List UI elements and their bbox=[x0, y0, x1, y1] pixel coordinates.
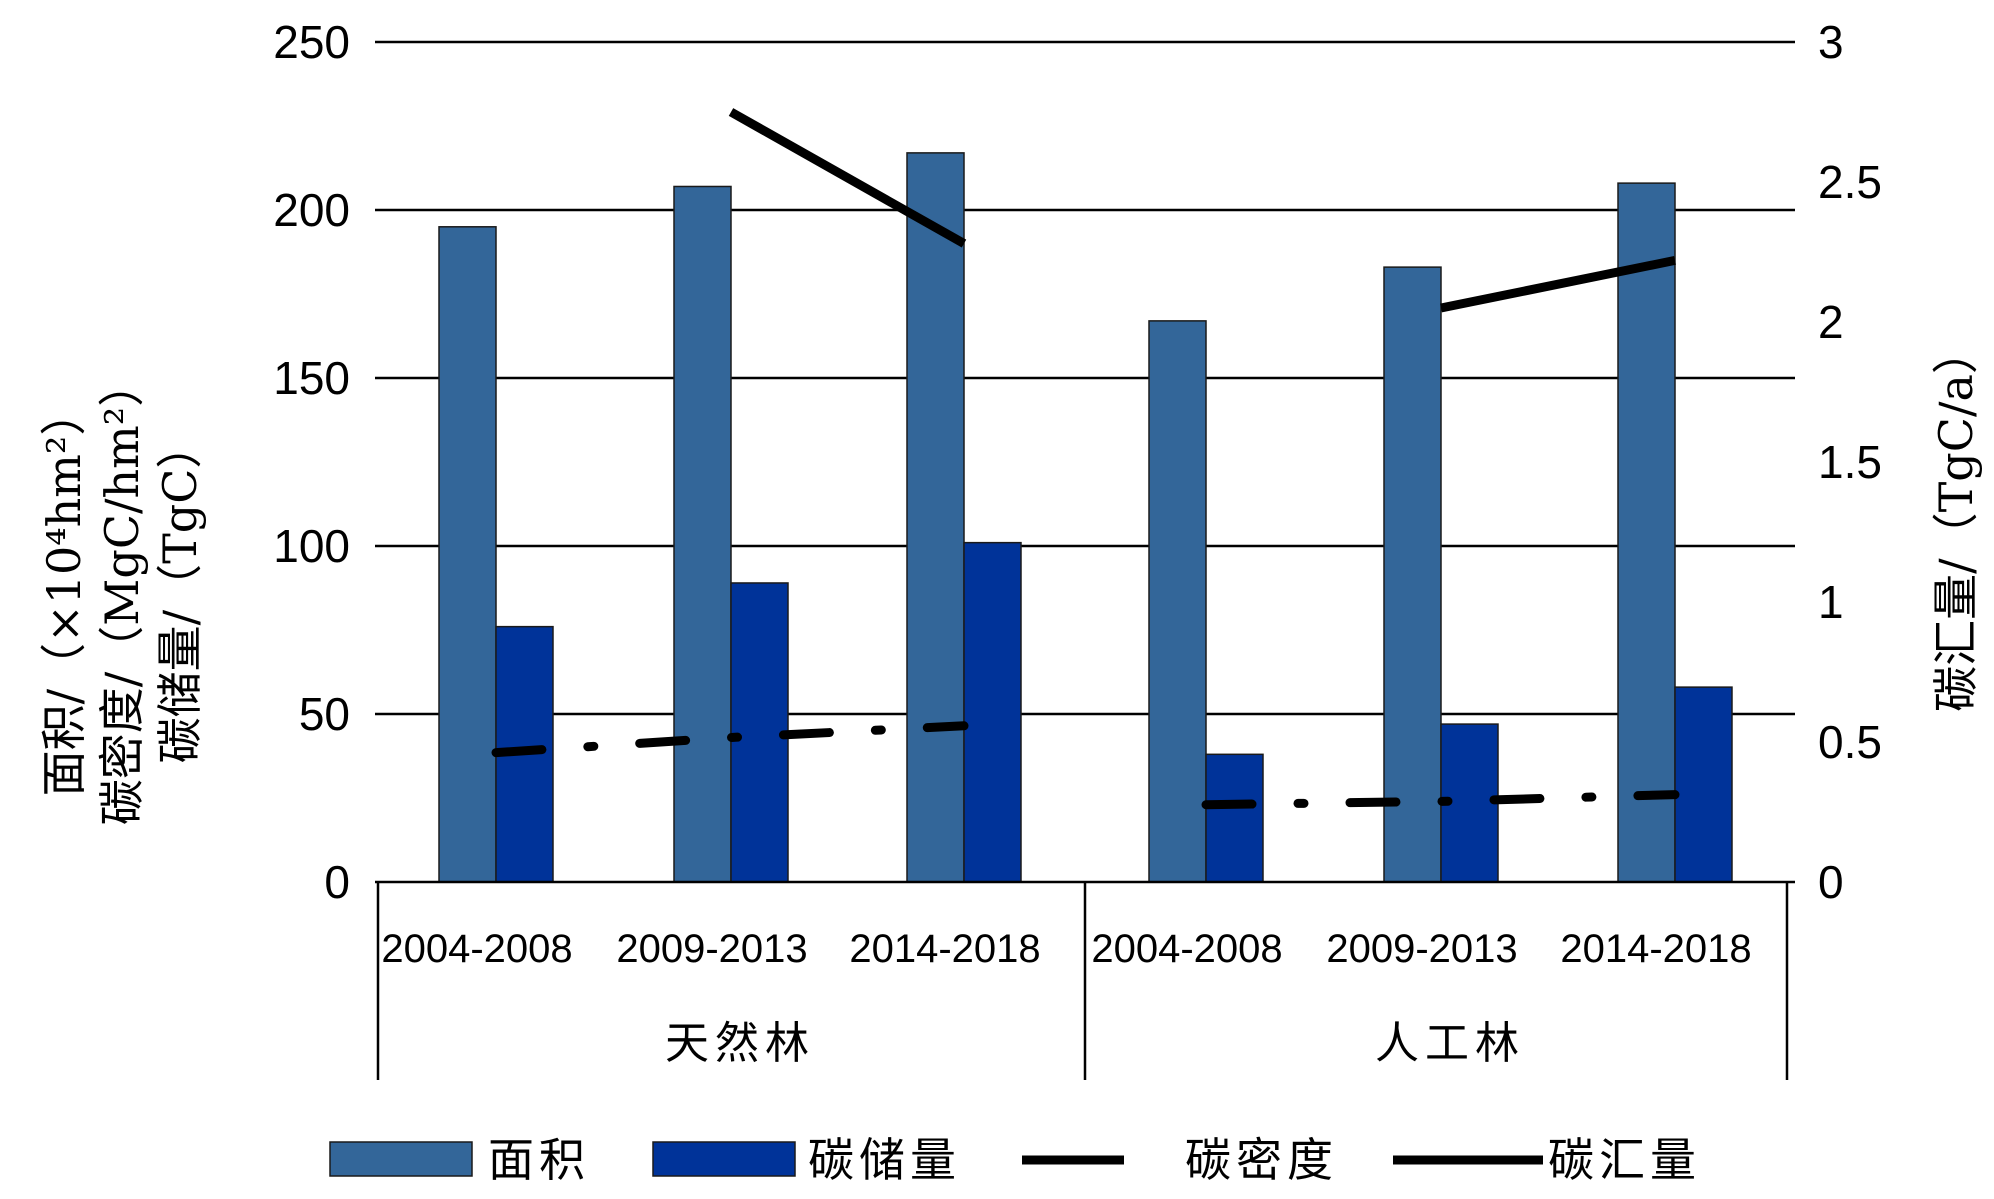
category-label: 2014-2018 bbox=[1560, 927, 1751, 971]
legend-swatch bbox=[652, 1141, 796, 1177]
right-tick-label: 0.5 bbox=[1818, 716, 1882, 768]
left-axis-title-line-2: 碳密度/（MgC/hm²） bbox=[95, 361, 149, 825]
bar-area bbox=[1617, 182, 1676, 883]
left-tick-label: 0 bbox=[324, 856, 350, 908]
right-tick-label: 2 bbox=[1818, 296, 1844, 348]
carbon-density-line bbox=[1201, 790, 1680, 810]
bars bbox=[438, 152, 1733, 883]
right-tick-label: 1.5 bbox=[1818, 436, 1882, 488]
left-tick-label: 100 bbox=[273, 520, 350, 572]
group-label: 天然林 bbox=[665, 1018, 815, 1069]
right-tick-label: 2.5 bbox=[1818, 156, 1882, 208]
left-axis-title-line-1: 面积/（×10⁴hm²） bbox=[37, 390, 91, 797]
category-label: 2014-2018 bbox=[849, 927, 1040, 971]
gridlines bbox=[375, 40, 1795, 716]
bar-carbon-storage bbox=[963, 541, 1022, 883]
left-tick-label: 250 bbox=[273, 16, 350, 68]
bar-area bbox=[1148, 320, 1207, 883]
legend-label: 碳汇量 bbox=[1548, 1133, 1701, 1187]
carbon-density-line bbox=[491, 721, 969, 758]
group-labels: 天然林 人工林 bbox=[665, 1018, 1525, 1069]
left-tick-labels: 0 50 100 150 200 250 bbox=[273, 16, 350, 908]
lines bbox=[491, 108, 1680, 810]
legend-label: 碳密度 bbox=[1185, 1133, 1338, 1187]
left-tick-label: 150 bbox=[273, 352, 350, 404]
left-tick-label: 50 bbox=[299, 688, 350, 740]
right-tick-labels: 0 0.5 1 1.5 2 2.5 3 bbox=[1818, 16, 1882, 908]
category-labels: 2004-2008 2009-2013 2014-2018 2004-2008 2009… bbox=[381, 927, 1751, 971]
group-label: 人工林 bbox=[1375, 1018, 1525, 1069]
right-tick-label: 3 bbox=[1818, 16, 1844, 68]
carbon-sink-line bbox=[728, 108, 967, 248]
bar-area bbox=[438, 226, 497, 883]
left-tick-label: 200 bbox=[273, 184, 350, 236]
right-axis-title: 碳汇量/（TgC/a） bbox=[1929, 328, 1983, 712]
bar-area bbox=[906, 152, 965, 883]
legend: 面积 碳储量 碳密度 碳汇量 bbox=[329, 1133, 1701, 1187]
category-label: 2004-2008 bbox=[1091, 927, 1282, 971]
bar-area bbox=[1383, 266, 1442, 883]
category-label: 2009-2013 bbox=[1326, 927, 1517, 971]
left-axis-title-line-3: 碳储量/（TgC） bbox=[153, 423, 207, 764]
category-label: 2004-2008 bbox=[381, 927, 572, 971]
category-label: 2009-2013 bbox=[616, 927, 807, 971]
legend-label: 面积 bbox=[488, 1133, 590, 1187]
bar-area bbox=[673, 185, 732, 883]
carbon-sink-line bbox=[1440, 255, 1676, 313]
axes bbox=[375, 880, 1795, 1080]
legend-swatch bbox=[329, 1141, 473, 1177]
legend-label: 碳储量 bbox=[808, 1133, 961, 1187]
left-axis-title: 面积/（×10⁴hm²） 碳密度/（MgC/hm²） 碳储量/（TgC） bbox=[37, 361, 207, 825]
bar-carbon-storage bbox=[730, 582, 789, 883]
bar-carbon-storage bbox=[1674, 686, 1733, 883]
right-tick-label: 1 bbox=[1818, 576, 1844, 628]
bar-carbon-storage bbox=[1205, 753, 1264, 883]
right-tick-label: 0 bbox=[1818, 856, 1844, 908]
